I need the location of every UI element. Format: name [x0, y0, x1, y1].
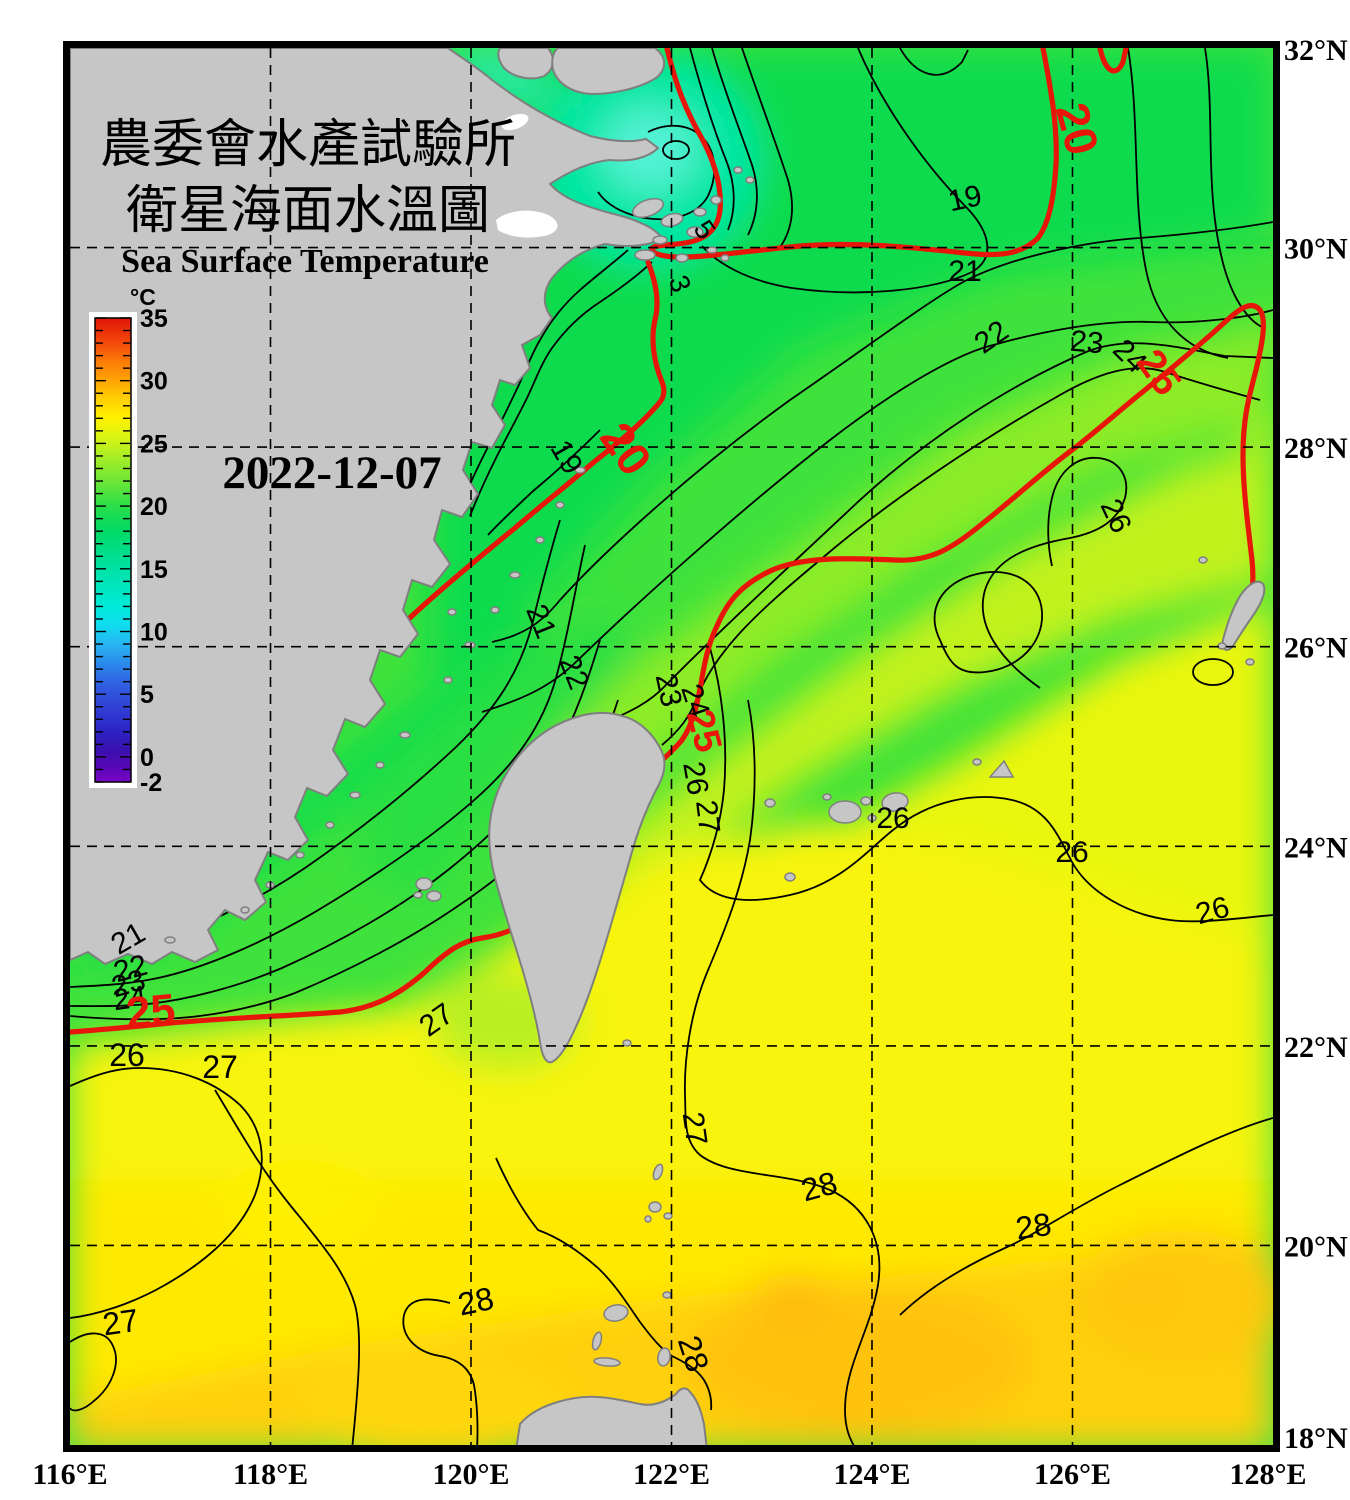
map-frame [63, 41, 1280, 1452]
contour-value-label: 23 [649, 670, 688, 710]
lon-axis-label: 122°E [633, 1458, 710, 1491]
title-chinese-line2: 衛星海面水溫圖 [126, 183, 490, 240]
small-islands [164, 166, 1255, 1367]
contour-value-label: 28 [455, 1280, 497, 1323]
contour-line-22 [70, 544, 586, 988]
lat-axis-label: 30°N [1284, 233, 1348, 266]
contour-line-28 [402, 1298, 479, 1445]
china-mainland [70, 48, 664, 966]
contour-line [741, 48, 793, 251]
contour-line-27 [70, 1332, 117, 1412]
cloud-patch [501, 113, 529, 131]
title-english: Sea Surface Temperature [121, 243, 489, 280]
contour-line-19 [701, 48, 989, 294]
contour-loop [1192, 658, 1234, 686]
lon-axis-label: 124°E [833, 1458, 910, 1491]
contour-line [689, 48, 735, 231]
contour-value-label: 23 [1069, 325, 1105, 361]
lat-axis-label: 20°N [1284, 1230, 1348, 1263]
lon-axis-label: 126°E [1034, 1458, 1111, 1491]
contour-value-label: 28 [1013, 1206, 1053, 1247]
chongming-island [551, 48, 666, 96]
contour-loop-26 [933, 571, 1043, 674]
contour-value-label: 27 [202, 1049, 238, 1085]
colorbar-value: 35 [140, 305, 168, 333]
axis-labels: 116°E 118°E 120°E 122°E 124°E 126°E 128°E 32°N 3… [32, 34, 1348, 1491]
colorbar-unit: °C [130, 284, 156, 310]
colorbar-value: 30 [140, 368, 168, 396]
lon-axis-label: 128°E [1229, 1458, 1306, 1491]
lat-axis-label: 26°N [1284, 632, 1348, 665]
luzon-island [515, 1387, 708, 1445]
contour-value-label: 24 [111, 980, 149, 1017]
title-block: 農委會水產試驗所 衛星海面水溫圖 Sea Surface Temperature… [100, 117, 516, 499]
contour-line-26 [698, 647, 1273, 923]
contour-line-23 [605, 342, 1273, 723]
lat-axis-label: 24°N [1284, 831, 1348, 864]
contour-line-27 [214, 1089, 361, 1445]
land-masses [70, 48, 1266, 1445]
red-isotherm-25 [645, 303, 1266, 775]
contour-line [1127, 48, 1229, 359]
contour-value-label: 26 [876, 802, 909, 835]
contour-value-label: 26 [1055, 836, 1088, 869]
okinawa-island [1221, 580, 1266, 651]
colorbar-labels: 35 30 25 20 15 10 5 0-2 [140, 305, 168, 797]
contour-value-label: 27 [676, 1110, 713, 1148]
contour-line [597, 124, 716, 221]
contour-line-22 [481, 309, 1273, 713]
contour-line-28 [495, 1157, 713, 1411]
date-label: 2022-12-07 [222, 447, 441, 499]
colorbar-value: 10 [140, 619, 168, 647]
taiwan-island [488, 712, 666, 1064]
contour-line-21 [491, 221, 1273, 643]
contour-value-label: 26 [109, 1037, 145, 1073]
contour-value-label: 25 [124, 985, 177, 1038]
lat-axis-label: 22°N [1284, 1031, 1348, 1064]
colorbar-value: 25 [140, 430, 168, 458]
colorbar-value: 5 [140, 681, 154, 709]
colorbar-value: 15 [140, 556, 168, 584]
contour-line-26 [981, 457, 1128, 689]
contour-value-label: 21 [948, 255, 981, 288]
lat-axis-label: 18°N [1284, 1422, 1348, 1455]
contour-value-label: 27 [100, 1302, 140, 1343]
cloud-patch [496, 210, 558, 238]
contour-line [469, 261, 653, 517]
contour-line-26 [70, 1067, 263, 1319]
contour-line [899, 48, 969, 76]
colorbar: °C 35 30 25 20 15 10 5 0-2 [89, 284, 168, 797]
lon-axis-label: 116°E [32, 1458, 107, 1491]
lon-axis-label: 120°E [432, 1458, 509, 1491]
title-chinese-line1: 農委會水產試驗所 [100, 117, 516, 174]
contour-value-label: 27 [689, 798, 726, 835]
contour-line-27 [683, 699, 881, 1445]
colorbar-value: 20 [140, 493, 168, 521]
contour-value-label: 19 [945, 179, 985, 218]
contour-line [711, 48, 758, 236]
lat-axis-label: 28°N [1284, 432, 1348, 465]
contour-value-label: 26 [676, 759, 714, 798]
contour-line [662, 140, 690, 160]
contour-line-28 [899, 1117, 1273, 1316]
lat-axis-label: 32°N [1284, 34, 1348, 67]
colorbar-value: -2 [140, 769, 162, 797]
contour-line [1204, 48, 1265, 329]
graticule [70, 48, 1273, 1445]
colorbar-value: 0 [140, 744, 154, 772]
colorbar-ticks [96, 317, 130, 783]
lon-axis-label: 118°E [233, 1458, 308, 1491]
colorbar-gradient [94, 317, 132, 783]
red-isotherm-20 [649, 48, 1059, 260]
red-isotherm-20 [1097, 48, 1129, 74]
